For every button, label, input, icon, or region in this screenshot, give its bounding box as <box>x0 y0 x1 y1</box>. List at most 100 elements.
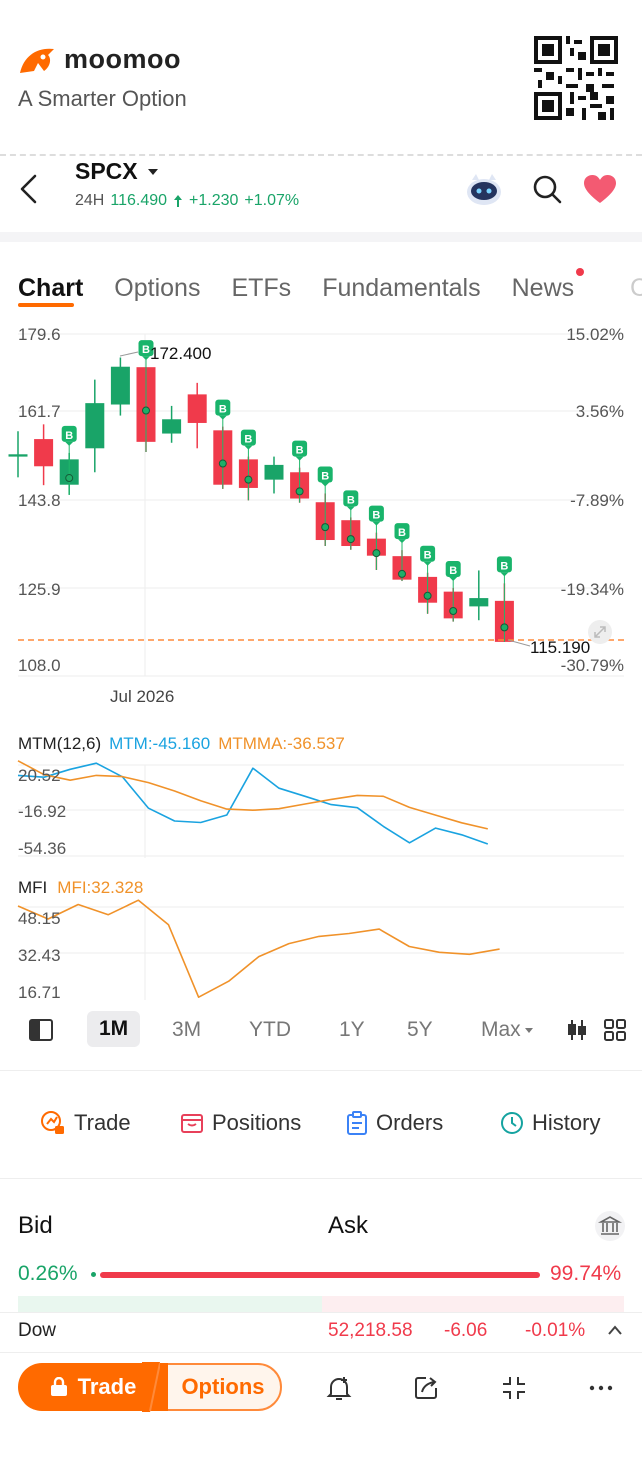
quote-line: 24H 116.490 +1.230 +1.07% <box>75 192 299 210</box>
fill-dot <box>500 623 509 632</box>
candle-body <box>187 394 207 423</box>
price-change-pct: +1.07% <box>244 192 300 209</box>
tab-options[interactable]: Options <box>114 274 201 302</box>
index-ticker-bar[interactable] <box>0 1312 642 1352</box>
brand-tagline: A Smarter Option <box>18 86 187 111</box>
x-axis-date-label: Jul 2026 <box>110 687 174 703</box>
buy-marker <box>240 429 256 446</box>
bid-percentage: 0.26% <box>18 1262 78 1285</box>
bid-depth-bg <box>18 1296 322 1312</box>
bid-bar <box>91 1272 96 1277</box>
caret-down-icon <box>524 1027 533 1033</box>
range-3m[interactable]: 3M <box>172 1018 202 1041</box>
buy-marker <box>61 425 77 442</box>
y-axis-label-right: -7.89% <box>570 491 624 510</box>
share-icon[interactable] <box>412 1374 440 1402</box>
button-divider <box>142 1362 160 1412</box>
fill-dot <box>372 549 381 558</box>
caret-down-icon <box>147 168 158 175</box>
ai-assistant-robot-icon[interactable] <box>464 168 504 208</box>
action-orders[interactable]: Orders <box>346 1110 443 1136</box>
range-ytd[interactable]: YTD <box>249 1018 291 1041</box>
tab-chart[interactable]: Chart <box>18 274 84 307</box>
back-arrow-icon[interactable] <box>16 172 42 206</box>
fill-dot <box>65 474 74 483</box>
tab-etfs[interactable]: ETFs <box>231 274 292 302</box>
tab-fundamentals[interactable]: Fundamentals <box>322 274 481 302</box>
search-icon[interactable] <box>531 173 563 205</box>
qr-code-icon <box>534 36 618 120</box>
ticker-selector[interactable]: SPCX <box>75 158 158 185</box>
favorite-heart-icon[interactable] <box>583 174 617 204</box>
buy-marker-label: B <box>398 527 406 539</box>
range-1m[interactable]: 1M <box>87 1011 141 1047</box>
layout-grid-icon[interactable] <box>603 1018 627 1042</box>
index-name: Dow <box>18 1320 57 1341</box>
ask-depth-bg <box>322 1296 624 1312</box>
candlestick-chart[interactable]: B B B B B B B B B B B B 179.6 161.7 143.8 125.9 108… <box>0 318 642 703</box>
buy-marker <box>394 523 410 540</box>
y-axis-label-right: 15.02% <box>566 325 624 344</box>
header-divider <box>0 154 642 156</box>
mfi-level-label: 32.43 <box>18 946 61 965</box>
buy-marker <box>445 560 461 577</box>
orders-clipboard-icon <box>347 1111 367 1135</box>
candle-body <box>34 439 54 467</box>
fill-dot <box>321 523 330 532</box>
index-value: 52,218.58 <box>328 1320 413 1341</box>
candle-body <box>469 598 489 607</box>
ask-percentage: 99.74% <box>550 1262 622 1285</box>
mtm-indicator-chart[interactable]: 20.52 -16.92 -54.36 <box>0 728 642 858</box>
buy-marker-label: B <box>500 560 508 572</box>
last-price-label: 115.190 <box>530 638 590 657</box>
options-button-label: Options <box>181 1374 265 1399</box>
tab-news[interactable]: News <box>512 268 585 303</box>
action-history[interactable]: History <box>500 1110 600 1136</box>
fill-dot <box>449 607 458 616</box>
mtmma-value: MTMMA:-36.537 <box>218 734 345 753</box>
options-button[interactable]: Options <box>150 1363 282 1411</box>
action-orders-label: Orders <box>376 1110 444 1135</box>
fill-dot <box>423 591 432 600</box>
bank-icon[interactable] <box>594 1210 626 1242</box>
range-1y[interactable]: 1Y <box>339 1018 365 1041</box>
price-alert-bell-icon[interactable] <box>325 1374 353 1402</box>
collapse-icon[interactable] <box>500 1374 528 1402</box>
range-max[interactable]: Max <box>481 1018 533 1042</box>
range-5y[interactable]: 5Y <box>407 1018 433 1041</box>
buy-marker-tip <box>372 521 381 526</box>
ask-bar <box>100 1272 540 1278</box>
sidebar-toggle-icon[interactable] <box>28 1018 54 1042</box>
fill-dot <box>398 569 406 578</box>
y-axis-label-right: 3.56% <box>576 402 624 421</box>
chevron-up-icon[interactable] <box>607 1324 623 1336</box>
y-axis-label-left: 143.8 <box>18 491 61 510</box>
y-axis-label-left: 161.7 <box>18 402 61 421</box>
buy-marker <box>215 399 231 416</box>
fill-dot <box>142 406 150 415</box>
candle-type-icon[interactable] <box>566 1018 588 1042</box>
history-clock-icon <box>501 1112 523 1134</box>
mtm-level-label: -54.36 <box>18 839 66 858</box>
buy-marker-tip <box>423 561 432 566</box>
range-max-label: Max <box>481 1018 521 1041</box>
more-icon[interactable] <box>587 1374 615 1402</box>
moomoo-logo-icon <box>20 48 54 73</box>
action-positions[interactable]: Positions <box>180 1110 301 1136</box>
mfi-indicator-chart[interactable]: 48.15 32.43 16.71 <box>0 872 642 1000</box>
trade-icon <box>41 1111 64 1134</box>
action-trade-label: Trade <box>74 1110 131 1135</box>
mfi-level-label: 16.71 <box>18 983 61 1000</box>
trade-button-label: Trade <box>77 1374 137 1399</box>
y-axis-label-left: 125.9 <box>18 580 61 599</box>
buy-marker <box>343 490 359 507</box>
action-trade[interactable]: Trade <box>40 1110 131 1136</box>
buy-marker-tip <box>346 506 355 511</box>
candle-body <box>110 366 130 405</box>
buy-marker <box>292 440 308 457</box>
bid-label: Bid <box>18 1212 53 1239</box>
buy-marker-label: B <box>296 445 304 457</box>
mtm-value: MTM:-45.160 <box>109 734 211 753</box>
time-range-bar: 1M 3M YTD 1Y 5Y Max <box>0 1008 642 1052</box>
mtm-line <box>17 762 489 845</box>
